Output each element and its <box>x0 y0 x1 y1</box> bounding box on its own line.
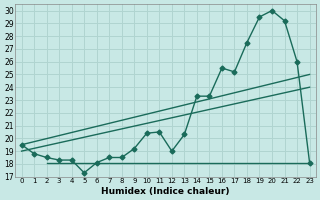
X-axis label: Humidex (Indice chaleur): Humidex (Indice chaleur) <box>101 187 230 196</box>
